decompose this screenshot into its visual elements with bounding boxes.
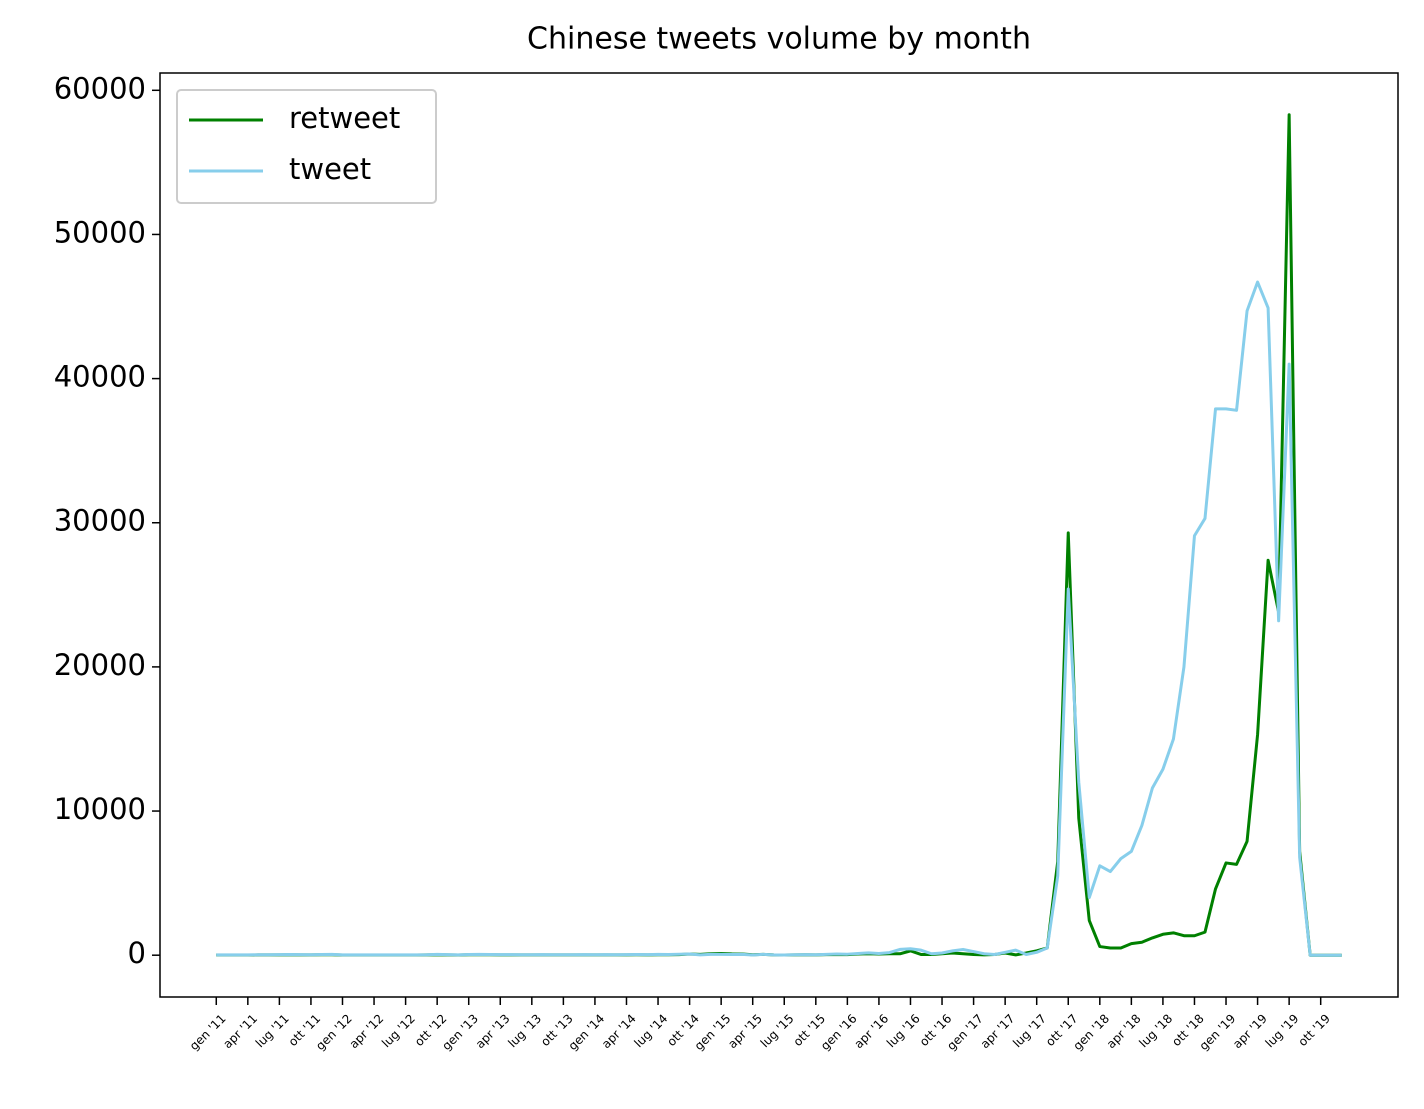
plot-frame bbox=[159, 72, 1399, 998]
legend-label: tweet bbox=[289, 152, 371, 186]
y-tick-label: 30000 bbox=[54, 504, 146, 538]
series-line bbox=[216, 280, 1342, 957]
legend-label: retweet bbox=[289, 101, 400, 135]
y-tick-label: 20000 bbox=[54, 648, 146, 682]
y-tick-label: 0 bbox=[128, 936, 146, 970]
chart-title: Chinese tweets volume by month bbox=[527, 22, 1031, 57]
y-tick-label: 60000 bbox=[54, 71, 146, 105]
y-tick-label: 40000 bbox=[54, 360, 146, 394]
legend-box bbox=[176, 89, 437, 204]
y-tick-label: 10000 bbox=[54, 792, 146, 826]
y-tick-label: 50000 bbox=[54, 215, 146, 249]
